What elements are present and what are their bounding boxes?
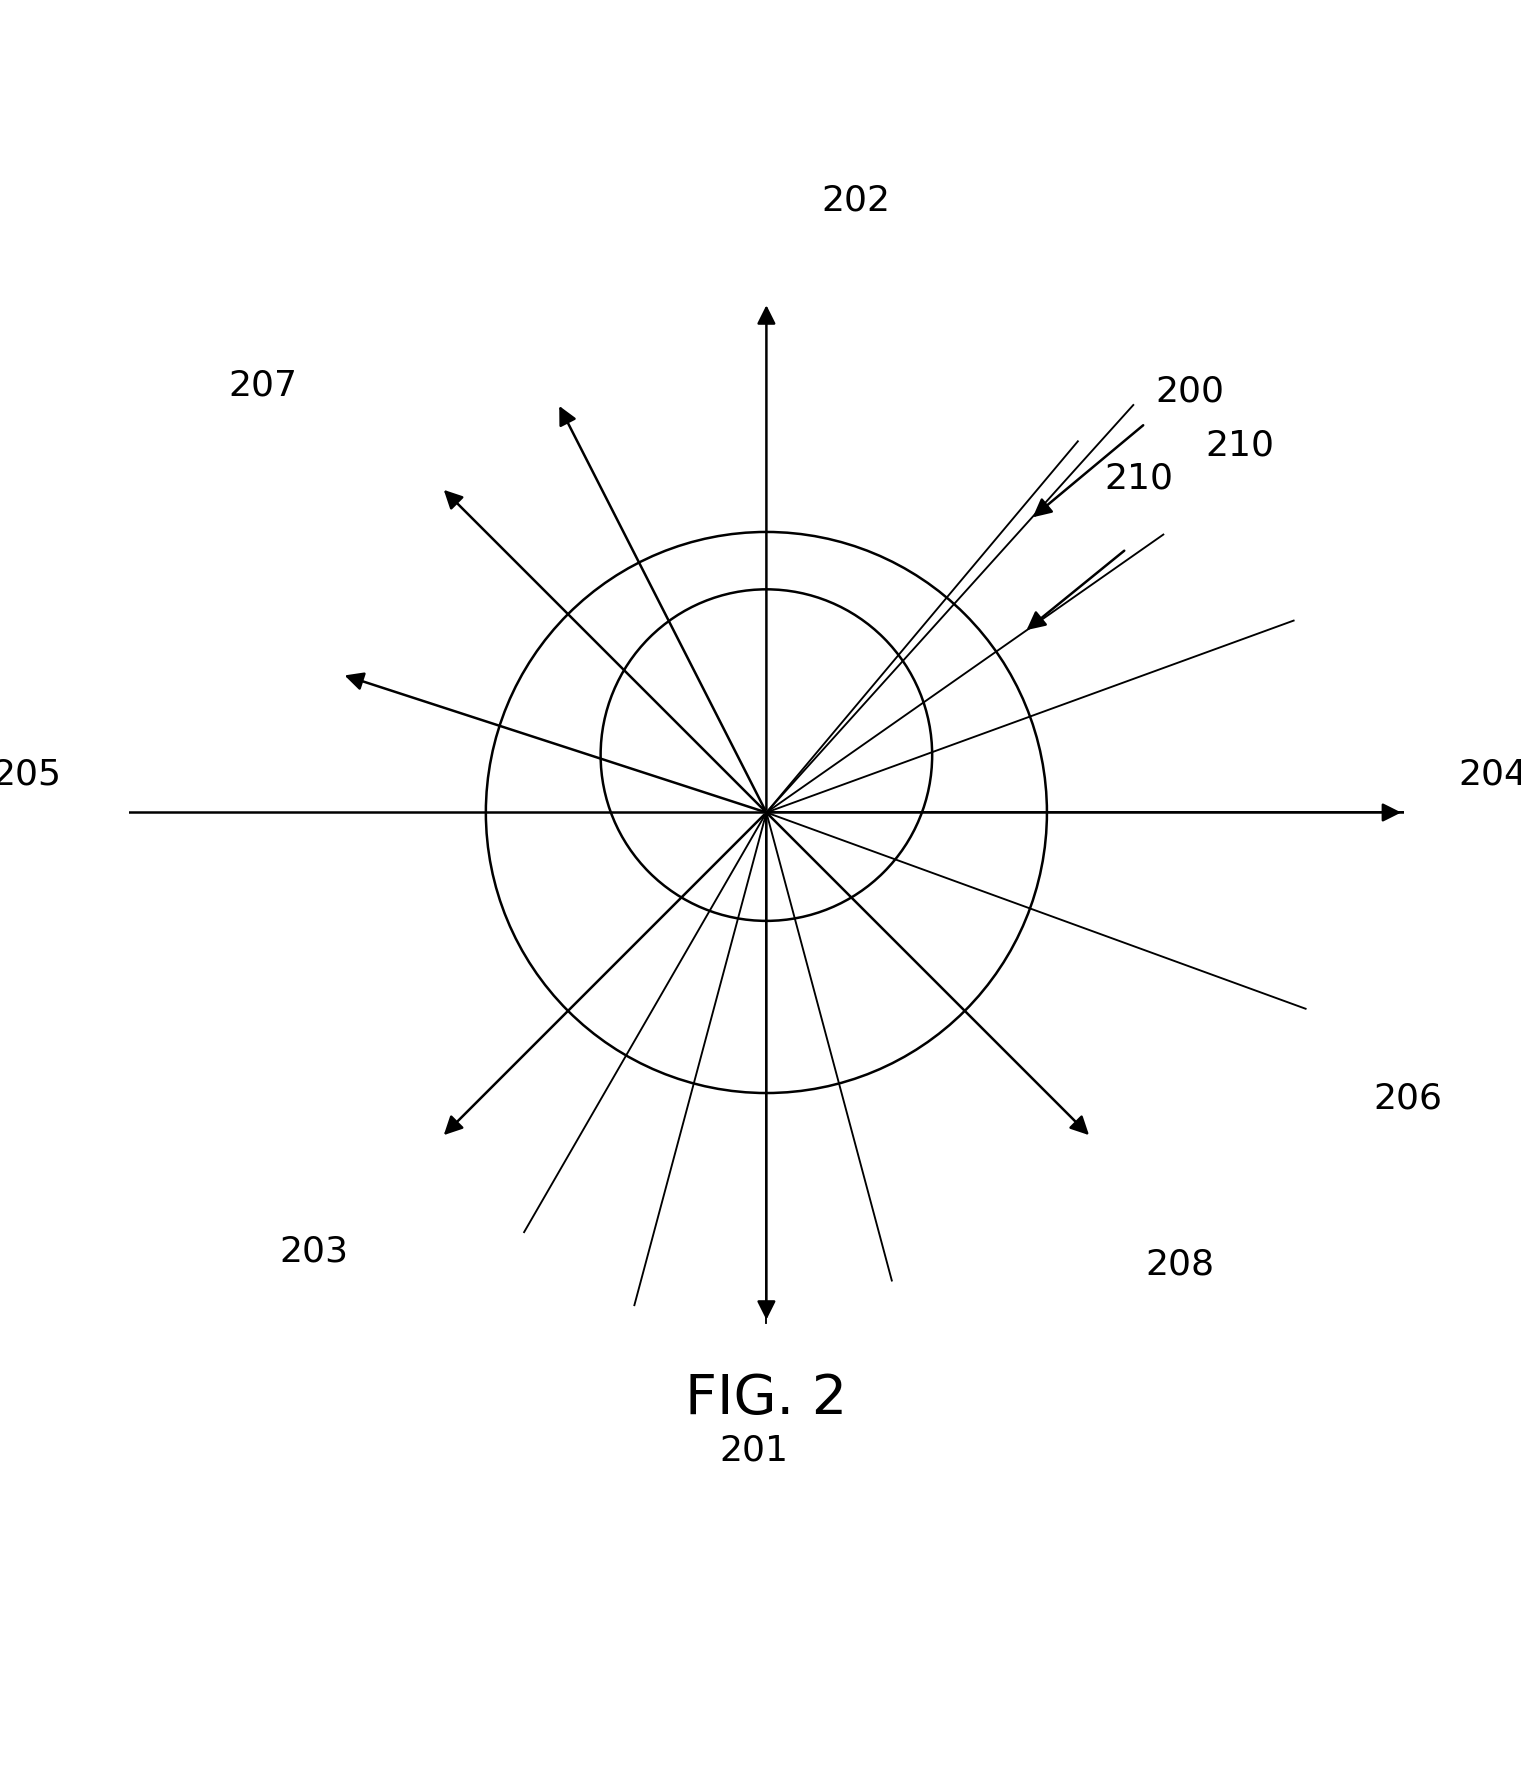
Text: 208: 208: [1145, 1248, 1215, 1282]
Text: 203: 203: [280, 1236, 348, 1269]
Text: 200: 200: [1156, 375, 1224, 409]
Text: 206: 206: [1373, 1081, 1442, 1115]
Text: 202: 202: [821, 183, 890, 217]
Text: 205: 205: [0, 757, 61, 791]
Text: 210: 210: [1205, 428, 1275, 462]
Text: 201: 201: [719, 1433, 788, 1467]
Text: 204: 204: [1459, 757, 1521, 791]
Text: 210: 210: [1104, 462, 1174, 496]
Text: 207: 207: [228, 368, 298, 404]
Text: FIG. 2: FIG. 2: [686, 1373, 847, 1426]
